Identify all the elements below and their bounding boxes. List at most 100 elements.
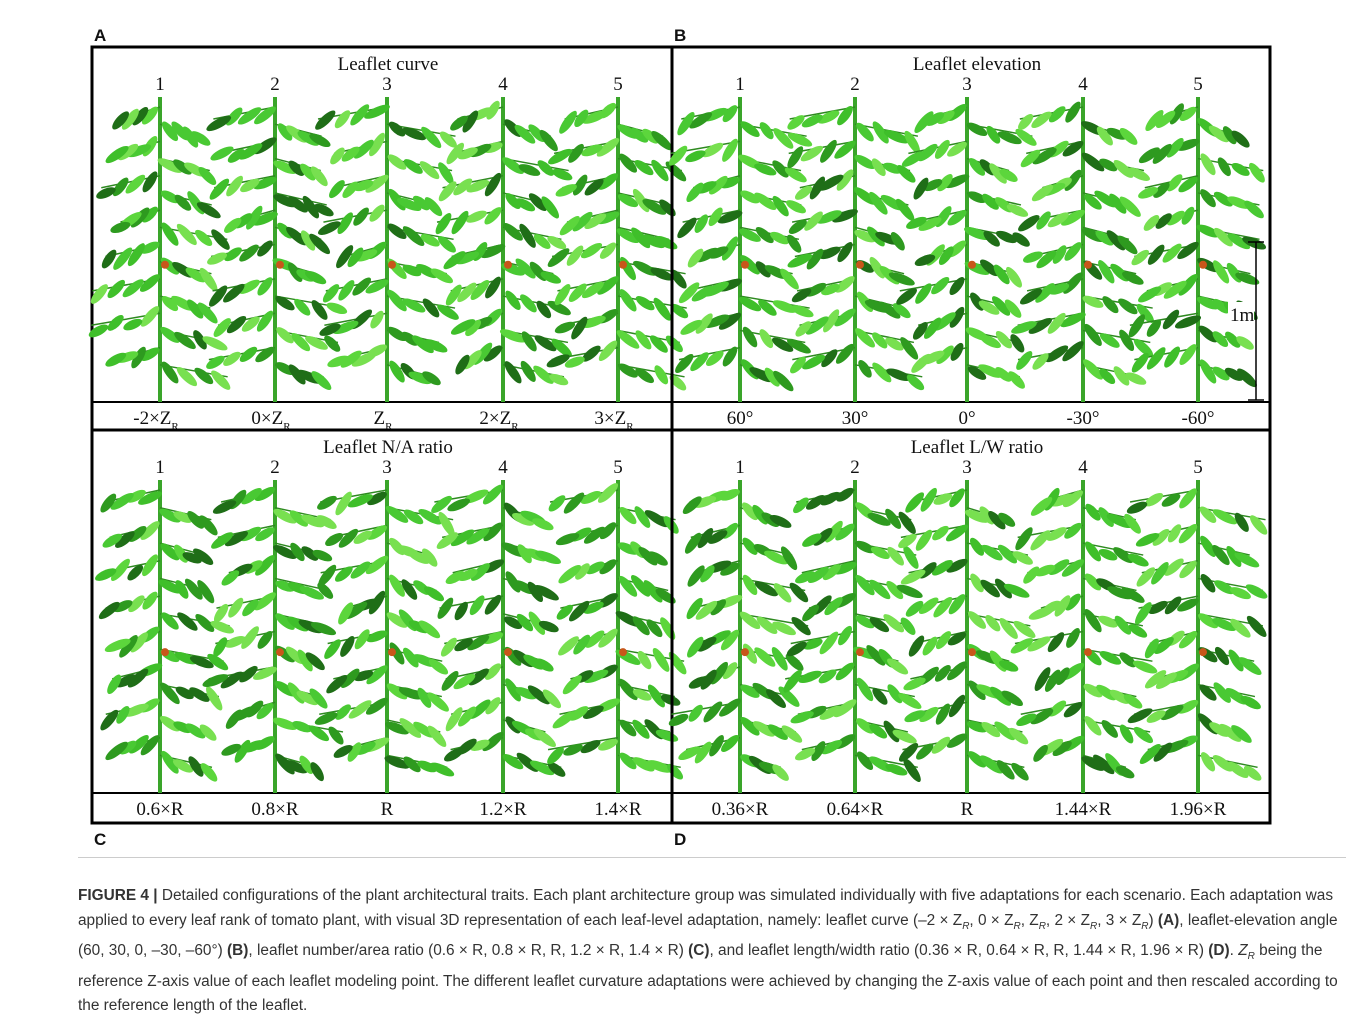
plant-number: 4 — [498, 457, 508, 478]
caption-ref: (B) — [227, 942, 248, 959]
fruit — [741, 261, 749, 269]
page: ALeaflet curve1-2×ZR20×ZR3ZR42×ZR53×ZRBL… — [0, 0, 1358, 1013]
plant-number: 5 — [613, 74, 623, 95]
leaflet — [1063, 626, 1082, 650]
plant-label: R — [961, 799, 974, 820]
plant-number: 3 — [382, 457, 392, 478]
leaflet — [617, 255, 639, 283]
caption-sub-text: R — [1039, 921, 1046, 932]
plant-label: 0° — [958, 408, 975, 429]
separator — [78, 857, 1346, 858]
fruit — [1084, 648, 1092, 656]
plant — [667, 480, 813, 793]
plant — [87, 97, 233, 402]
plant-label: 0.8×R — [251, 799, 298, 820]
plant — [666, 97, 815, 402]
leaflet — [1082, 714, 1104, 738]
fruit — [619, 648, 627, 656]
leaflet — [332, 108, 353, 131]
plant-label: R — [381, 799, 394, 820]
leaflet — [1131, 724, 1155, 746]
leaflet — [885, 656, 911, 678]
plant-number: 3 — [962, 457, 972, 478]
leaflet — [686, 703, 705, 724]
plant-label: 1.4×R — [594, 799, 641, 820]
plant — [204, 97, 348, 402]
plant-label: -30° — [1067, 408, 1100, 429]
leaflet — [1098, 331, 1122, 351]
fruit — [161, 648, 169, 656]
plant-number: 2 — [850, 457, 860, 478]
fruit — [968, 261, 976, 269]
panel-title: Leaflet L/W ratio — [911, 437, 1044, 458]
panel-letter: A — [94, 26, 106, 45]
plant-number: 5 — [1193, 74, 1203, 95]
leaflet — [552, 282, 573, 308]
fruit — [388, 648, 396, 656]
leaflet — [139, 552, 161, 578]
leaflet — [1099, 718, 1121, 741]
leaflet — [652, 363, 671, 386]
leaflet — [1098, 648, 1123, 667]
caption-sub: R — [1248, 951, 1255, 962]
fruit — [504, 261, 512, 269]
leaflet — [947, 275, 967, 298]
fruit — [1199, 648, 1207, 656]
caption-text: . — [1230, 942, 1239, 959]
leaflet — [311, 548, 334, 564]
leaflet — [1242, 198, 1267, 221]
fruit — [1199, 261, 1207, 269]
leaflet — [255, 275, 276, 298]
caption-text: , Z — [1021, 912, 1039, 929]
leaflet — [894, 285, 919, 307]
leaflet — [657, 615, 678, 642]
label-main: 2×Z — [479, 408, 511, 429]
leaflet — [650, 646, 672, 674]
leaflet — [427, 656, 451, 677]
fruit — [619, 261, 627, 269]
caption-italic: Z — [1238, 942, 1247, 959]
plant-number: 2 — [850, 74, 860, 95]
leaflet — [175, 610, 200, 634]
label-main: 0×Z — [251, 408, 283, 429]
plant-label: 1.96×R — [1170, 799, 1227, 820]
fruit — [856, 648, 864, 656]
leaflet — [666, 649, 689, 676]
plant-number: 3 — [962, 74, 972, 95]
caption-sub: R — [1141, 921, 1148, 932]
fruit — [388, 261, 396, 269]
plant-label: 30° — [842, 408, 869, 429]
caption-text: , 0 × Z — [969, 912, 1013, 929]
leaflet — [903, 708, 927, 725]
fruit — [968, 648, 976, 656]
panel-letter: C — [94, 830, 106, 849]
caption-sub: R — [1013, 921, 1020, 932]
plant — [201, 480, 346, 793]
plant — [545, 480, 690, 793]
caption-ref: (C) — [688, 942, 709, 959]
leaflet — [667, 711, 690, 728]
caption-ref: (D) — [1208, 942, 1229, 959]
plant-number: 4 — [1078, 457, 1088, 478]
plant-number: 1 — [735, 74, 745, 95]
leaflet — [204, 353, 226, 371]
plant — [93, 480, 235, 793]
leaflet — [313, 108, 338, 133]
leaflet — [1117, 650, 1138, 670]
caption-text: ) — [1149, 912, 1158, 929]
plant-number: 5 — [1193, 457, 1203, 478]
plant-label: -60° — [1182, 408, 1215, 429]
leaflet — [292, 296, 313, 318]
plant-label: 1.2×R — [479, 799, 526, 820]
panel-title: Leaflet elevation — [913, 54, 1042, 75]
fruit — [741, 648, 749, 656]
leaflet — [321, 637, 343, 661]
leaflet — [1247, 513, 1270, 537]
caption: FIGURE 4 | Detailed configurations of th… — [78, 884, 1346, 1019]
leaflet — [983, 613, 1003, 634]
plant-number: 2 — [270, 74, 280, 95]
plant — [896, 480, 1038, 793]
label-main: -2×Z — [133, 408, 171, 429]
plant-number: 1 — [155, 74, 165, 95]
leaflet — [219, 568, 241, 589]
